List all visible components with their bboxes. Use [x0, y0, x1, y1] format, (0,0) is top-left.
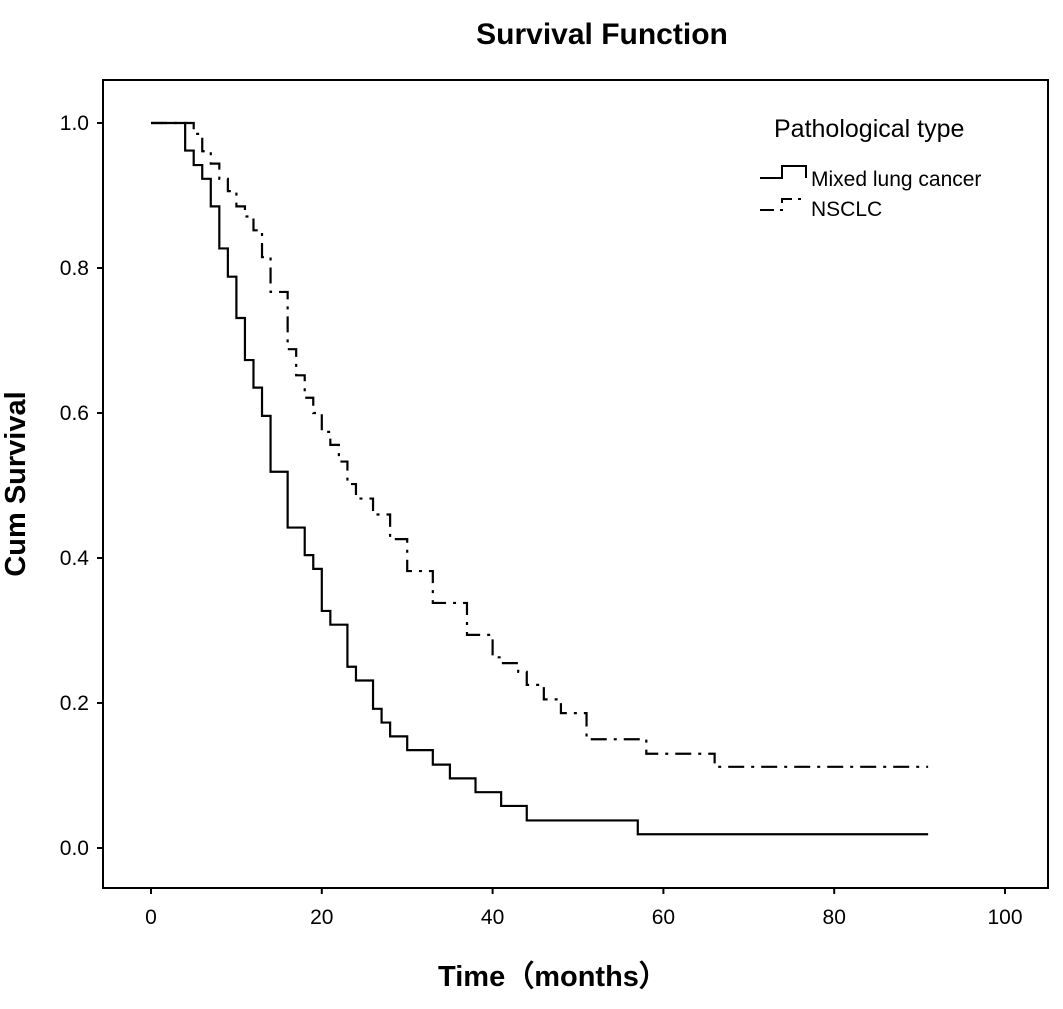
- y-tick-label: 0.6: [60, 402, 89, 425]
- x-tick-label: 60: [652, 906, 675, 929]
- legend-label-mixed-lung-cancer: Mixed lung cancer: [811, 168, 981, 191]
- x-tick-label: 0: [145, 906, 157, 929]
- y-axis-ticks: 0.0 0.2 0.4 0.6 0.8 1.0: [60, 112, 103, 860]
- x-tick-label: 40: [481, 906, 504, 929]
- chart-title: Survival Function: [476, 18, 728, 51]
- x-axis-label: Time（months）: [438, 960, 668, 993]
- legend-swatch-mixed-lung-cancer: [760, 165, 807, 179]
- legend: Pathological type Mixed lung cancer NSCL…: [760, 115, 981, 221]
- y-tick-label: 0.8: [60, 257, 89, 280]
- x-tick-label: 100: [987, 906, 1022, 929]
- x-tick-label: 80: [823, 906, 846, 929]
- plot-frame: [102, 79, 1049, 889]
- legend-label-nsclc: NSCLC: [811, 198, 882, 221]
- y-tick-label: 0.2: [60, 692, 89, 715]
- series-layer: [151, 121, 929, 836]
- legend-swatch-nsclc: [760, 198, 806, 211]
- x-axis-ticks: 0 20 40 60 80 100: [145, 888, 1023, 929]
- legend-title: Pathological type: [774, 115, 964, 143]
- y-tick-label: 1.0: [60, 112, 89, 135]
- series-line-mixed-lung-cancer: [151, 121, 929, 836]
- series-line-nsclc: [151, 121, 929, 768]
- y-axis-label: Cum Survival: [0, 391, 32, 576]
- x-tick-label: 20: [310, 906, 333, 929]
- y-tick-label: 0.4: [60, 547, 90, 570]
- y-tick-label: 0.0: [60, 837, 89, 860]
